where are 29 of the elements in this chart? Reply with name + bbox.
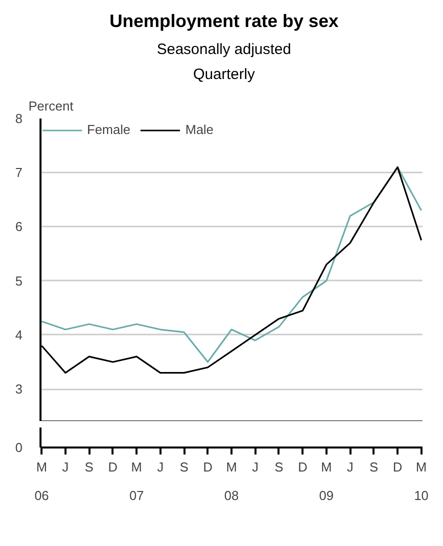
x-tick-label: D — [203, 459, 212, 474]
x-tick-label: J — [62, 459, 69, 474]
y-axis-title: Percent — [28, 98, 74, 114]
x-tick-label: D — [392, 459, 402, 474]
y-tick-label: 6 — [15, 218, 23, 234]
y-tick-label: 7 — [15, 164, 23, 180]
x-tick-label: M 10 — [414, 459, 429, 503]
x-tick-label: M 08 — [224, 459, 239, 503]
x-tick-label: J — [157, 459, 164, 474]
x-tick-label: M 09 — [319, 459, 334, 503]
x-tick-label: D — [108, 459, 118, 474]
chart-subtitle: Seasonally adjusted Quarterly — [156, 40, 292, 86]
text: 0 — [15, 440, 23, 455]
y-tick-label: 8 — [15, 110, 23, 126]
y-tick-label: 5 — [15, 272, 23, 288]
x-tick-label: S — [274, 459, 284, 474]
x-tick-label: S — [370, 459, 379, 474]
x-tick-label: J — [346, 459, 354, 474]
x-tick-label: J — [252, 459, 258, 474]
x-tick-label: M 07 — [129, 459, 144, 503]
legend-label: Female — [87, 122, 130, 138]
chart-title: Unemployment rate by sex — [109, 10, 339, 33]
x-tick-label: S — [84, 459, 94, 474]
x-tick-label: M 06 — [34, 459, 49, 503]
legend-label: Male — [185, 122, 214, 138]
x-tick-label: D — [298, 459, 308, 474]
x-tick-label: S — [180, 459, 189, 474]
y-tick-label: 3 — [15, 381, 23, 396]
y-tick-label: 4 — [15, 326, 23, 342]
